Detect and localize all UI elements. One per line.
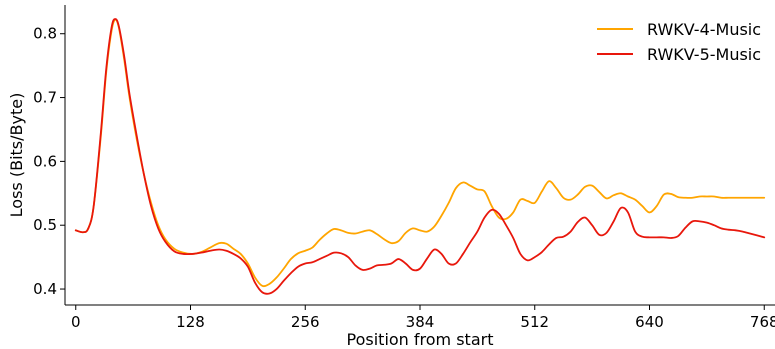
series-layer <box>74 18 766 295</box>
y-tick-label: 0.5 <box>33 216 57 234</box>
series-line-2 <box>74 18 766 295</box>
y-tick-label: 0.4 <box>33 280 57 298</box>
x-tick-label: 768 <box>750 313 775 331</box>
x-axis-label: Position from start <box>347 330 494 349</box>
y-tick-label: 0.8 <box>33 25 57 43</box>
x-tick-label: 0 <box>71 313 81 331</box>
y-axis-label: Loss (Bits/Byte) <box>7 93 26 218</box>
legend-label-2: RWKV-5-Music <box>647 45 761 64</box>
x-tick-label: 384 <box>406 313 435 331</box>
axes: 0 128 256 384 512 640 768 0.4 0.5 0.6 0.7 0.8 <box>33 5 775 331</box>
legend-label-1: RWKV-4-Music <box>647 20 761 39</box>
x-tick-label: 640 <box>635 313 664 331</box>
x-tick-label: 256 <box>291 313 320 331</box>
legend: RWKV-4-Music RWKV-5-Music <box>597 20 761 64</box>
x-tick-label: 512 <box>520 313 549 331</box>
y-tick-label: 0.7 <box>33 89 57 107</box>
series-line-1 <box>74 18 766 288</box>
y-tick-label: 0.6 <box>33 152 57 170</box>
x-tick-label: 128 <box>176 313 205 331</box>
